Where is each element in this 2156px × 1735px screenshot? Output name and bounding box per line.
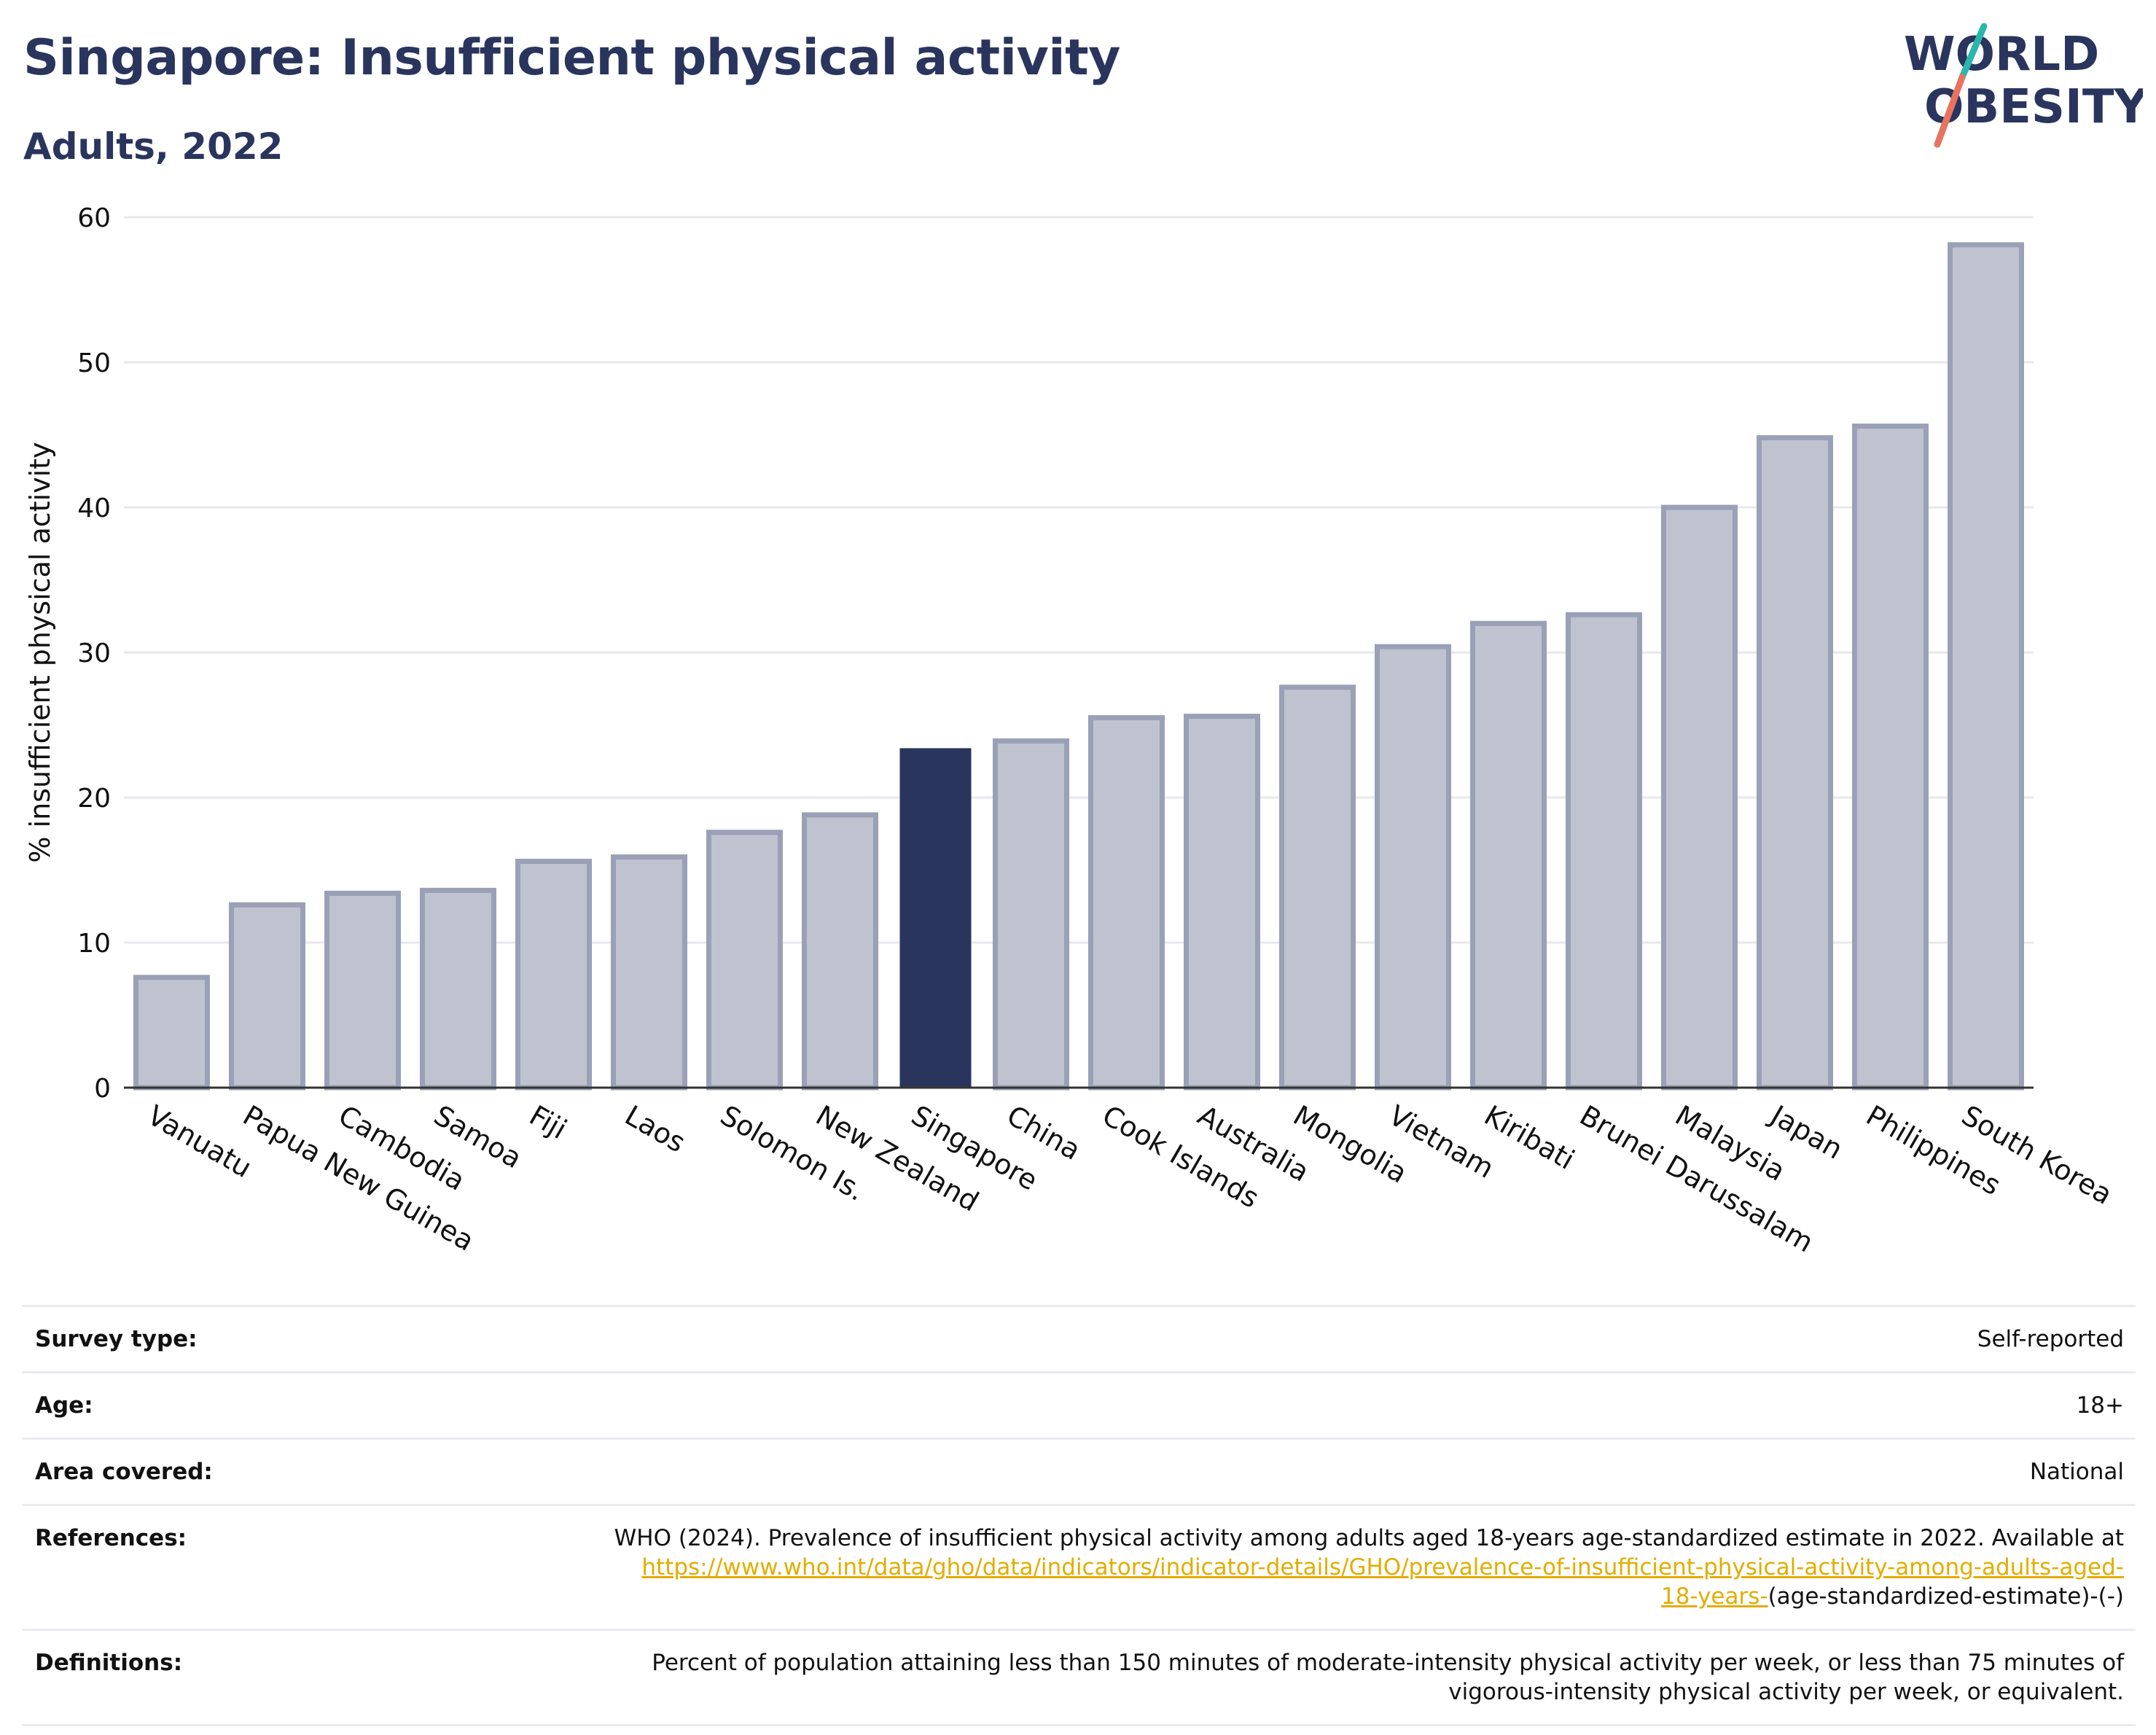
bar-brunei-darussalam (1566, 612, 1642, 1091)
references-value: WHO (2024). Prevalence of insufficient p… (297, 1524, 2124, 1611)
y-tick-label: 20 (77, 784, 111, 814)
bar-vietnam (1375, 644, 1451, 1091)
definitions-value: Percent of population attaining less tha… (297, 1648, 2124, 1707)
details-table: Survey type: Self-reported Age: 18+ Area… (22, 1305, 2136, 1726)
bar-south-korea (1948, 242, 2024, 1091)
bar-laos (611, 854, 687, 1091)
details-row-age: Age: 18+ (22, 1371, 2136, 1438)
details-row-area: Area covered: National (22, 1438, 2136, 1504)
y-tick-label: 60 (77, 203, 111, 233)
references-link-continued[interactable]: 18-years- (1660, 1583, 1768, 1610)
bar-fiji (515, 859, 592, 1091)
y-axis-label: % insufficient physical activity (24, 442, 56, 862)
details-row-definitions: Definitions: Percent of population attai… (22, 1629, 2136, 1726)
y-tick-label: 50 (77, 348, 111, 378)
bar-new-zealand (802, 812, 878, 1091)
bar-cambodia (324, 890, 401, 1091)
chart-y-ticks: 0 10 20 30 40 50 60 (77, 203, 111, 1104)
bar-japan (1757, 434, 1833, 1091)
details-row-survey-type: Survey type: Self-reported (22, 1305, 2136, 1371)
logo-line1: WORLD (1904, 28, 2099, 82)
x-tick-label: Vanuatu (142, 1099, 257, 1184)
x-tick-label: Laos (620, 1099, 691, 1159)
chart-bars (133, 242, 2024, 1091)
y-tick-label: 10 (77, 929, 111, 959)
page-subtitle: Adults, 2022 (23, 125, 284, 168)
bar-papua-new-guinea (229, 902, 305, 1091)
logo-slash-teal (1958, 23, 1988, 81)
page-title: Singapore: Insufficient physical activit… (23, 29, 1120, 87)
references-tail: (age-standardized-estimate)-(-) (1768, 1583, 2124, 1610)
bar-philippines (1852, 424, 1929, 1091)
area-covered-label: Area covered: (35, 1459, 213, 1485)
definitions-line2: vigorous-intensity physical activity per… (1448, 1679, 2124, 1705)
details-row-references: References: WHO (2024). Prevalence of in… (22, 1504, 2136, 1629)
bar-singapore (899, 748, 972, 1088)
bar-australia (1184, 714, 1260, 1091)
references-link[interactable]: https://www.who.int/data/gho/data/indica… (641, 1554, 2124, 1580)
age-label: Age: (35, 1392, 93, 1419)
age-value: 18+ (2076, 1392, 2124, 1419)
chart-gridlines (124, 216, 2034, 1089)
logo-slash-coral (1934, 74, 1966, 148)
definitions-label: Definitions: (35, 1650, 183, 1676)
bar-kiribati (1470, 620, 1547, 1091)
x-tick-label: New Zealand (811, 1099, 984, 1218)
y-tick-label: 0 (94, 1074, 111, 1104)
world-obesity-logo: WORLD OBESITY (1904, 23, 2143, 148)
definitions-line1: Percent of population attaining less tha… (652, 1650, 2124, 1676)
bar-china (993, 738, 1069, 1091)
bar-cook-islands (1088, 715, 1165, 1091)
references-label: References: (35, 1525, 187, 1551)
y-tick-label: 30 (77, 639, 111, 668)
y-tick-label: 40 (77, 494, 111, 523)
survey-type-label: Survey type: (35, 1326, 198, 1352)
references-text: WHO (2024). Prevalence of insufficient p… (614, 1525, 2124, 1551)
x-tick-label: Fiji (524, 1099, 572, 1145)
bar-mongolia (1279, 685, 1356, 1091)
bar-malaysia (1661, 504, 1738, 1091)
bar-samoa (420, 887, 496, 1091)
area-covered-value: National (2029, 1459, 2124, 1485)
survey-type-value: Self-reported (1977, 1326, 2124, 1352)
bar-vanuatu (133, 975, 210, 1091)
bar-solomon-is (706, 830, 783, 1091)
